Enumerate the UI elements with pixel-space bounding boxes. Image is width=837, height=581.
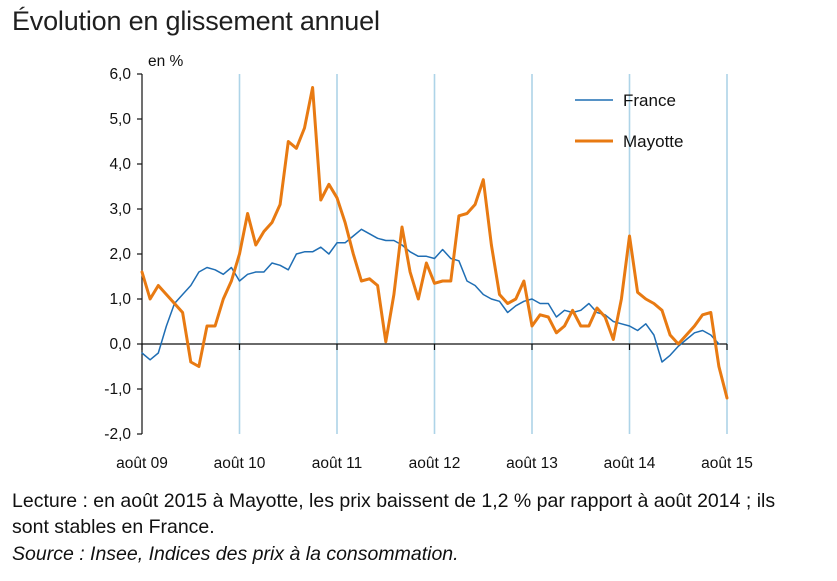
series-line-france <box>141 228 720 363</box>
y-tick-label: -1,0 <box>104 381 131 398</box>
y-axis-ticks: 6,0 5,0 4,0 3,0 2,0 1,0 0,0 -1,0 -2,0 <box>104 66 142 443</box>
y-axis-unit-label: en % <box>148 53 184 70</box>
y-tick-label: 6,0 <box>109 66 131 83</box>
chart-title: Évolution en glissement annuel <box>12 6 380 36</box>
y-tick-label: 4,0 <box>109 156 131 173</box>
legend-label-mayotte: Mayotte <box>623 132 683 151</box>
series-lines <box>140 86 729 400</box>
y-tick-label: 1,0 <box>109 291 131 308</box>
y-tick-label: 2,0 <box>109 246 131 263</box>
x-tick-label: août 15 <box>701 455 753 472</box>
source-note: Source : Insee, Indices des prix à la co… <box>12 543 459 565</box>
gridlines <box>238 74 728 434</box>
y-tick-label: -2,0 <box>104 426 131 443</box>
line-chart: 6,05,04,03,02,01,00,0-1,0-2,0 août 09 aoû… <box>104 53 753 472</box>
x-tick-label: août 13 <box>506 455 558 472</box>
y-tick-label: 5,0 <box>109 111 131 128</box>
x-tick-label: août 10 <box>214 455 266 472</box>
x-tick-label: août 09 <box>116 455 168 472</box>
reading-note: Lecture : en août 2015 à Mayotte, les pr… <box>12 490 776 538</box>
x-tick-label: août 11 <box>312 455 363 472</box>
x-tick-label: août 14 <box>604 455 656 472</box>
series-line-mayotte <box>140 86 729 400</box>
y-tick-label: 3,0 <box>109 201 131 218</box>
legend: France Mayotte <box>575 91 683 151</box>
legend-label-france: France <box>623 91 676 110</box>
x-tick-label: août 12 <box>409 455 461 472</box>
x-axis-ticks: août 09 août 10 août 11 août 12 août 13 août … <box>116 344 753 472</box>
y-tick-label: 0,0 <box>109 336 131 353</box>
